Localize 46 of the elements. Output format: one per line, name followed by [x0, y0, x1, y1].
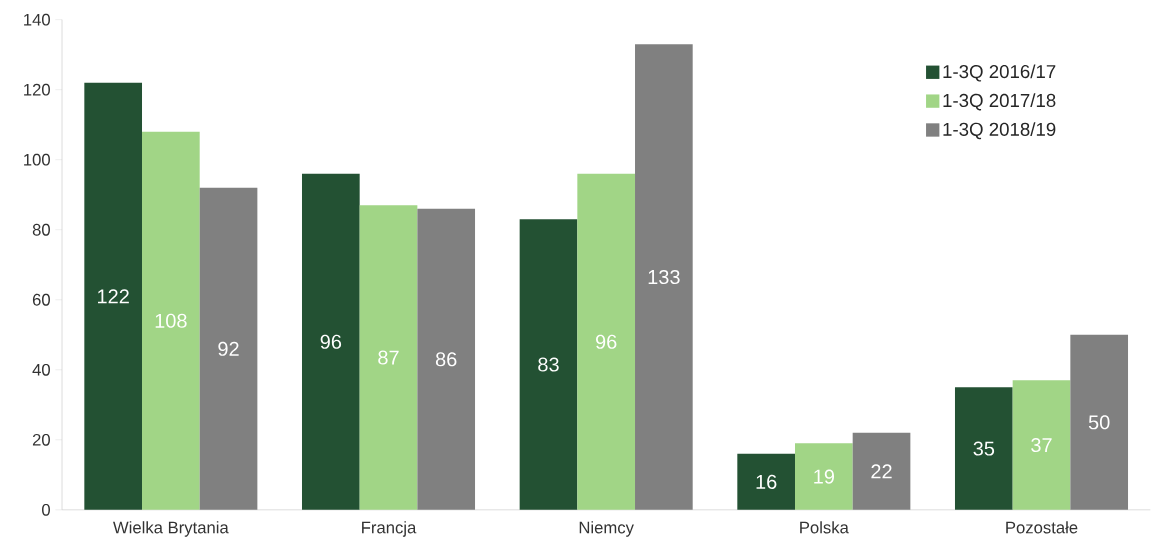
bar [84, 82, 143, 510]
data-label: 35 [973, 441, 995, 456]
bar [1012, 380, 1071, 510]
data-label: 86 [435, 352, 457, 367]
bar [1070, 334, 1129, 510]
bar [737, 453, 795, 510]
bar [852, 432, 911, 510]
x-tick-label: Wielka Brytania [113, 521, 229, 537]
data-label: 133 [648, 269, 680, 285]
legend-label: 1-3Q 2018/19 [943, 122, 1056, 140]
y-tick-label: 120 [24, 83, 50, 96]
y-tick-label: 20 [32, 433, 50, 446]
data-label: 16 [756, 474, 777, 489]
y-tick-label: 60 [32, 293, 50, 306]
x-tick-label: Francja [362, 521, 417, 537]
data-label: 92 [218, 341, 239, 356]
bar [359, 205, 418, 510]
data-label: 122 [98, 289, 129, 304]
bar [199, 187, 258, 510]
data-label: 83 [538, 357, 559, 372]
y-tick-label: 100 [24, 153, 50, 166]
legend-label: 1-3Q 2017/18 [943, 93, 1056, 111]
x-tick-label: Polska [800, 521, 849, 534]
data-label: 96 [595, 334, 617, 349]
y-tick-label: 140 [24, 13, 50, 26]
data-label: 87 [378, 350, 399, 365]
bar [954, 387, 1013, 510]
data-label: 19 [814, 469, 834, 484]
bar [795, 443, 853, 510]
bar [301, 173, 360, 510]
data-label: 96 [320, 334, 342, 349]
legend-label: 1-3Q 2016/17 [943, 64, 1056, 82]
data-label: 50 [1088, 415, 1110, 430]
y-tick-label: 80 [32, 223, 50, 236]
x-tick-label: Niemcy [579, 521, 634, 537]
y-tick-label: 0 [42, 504, 50, 516]
bar [142, 131, 200, 510]
x-tick-label: Pozostałe [1006, 521, 1078, 534]
data-label: 22 [871, 464, 892, 479]
bar [519, 219, 578, 510]
y-tick-label: 40 [32, 363, 50, 376]
bar [635, 44, 693, 510]
bar [577, 173, 636, 510]
data-label: 108 [155, 313, 187, 328]
bar [417, 208, 476, 510]
data-label: 37 [1031, 438, 1052, 453]
